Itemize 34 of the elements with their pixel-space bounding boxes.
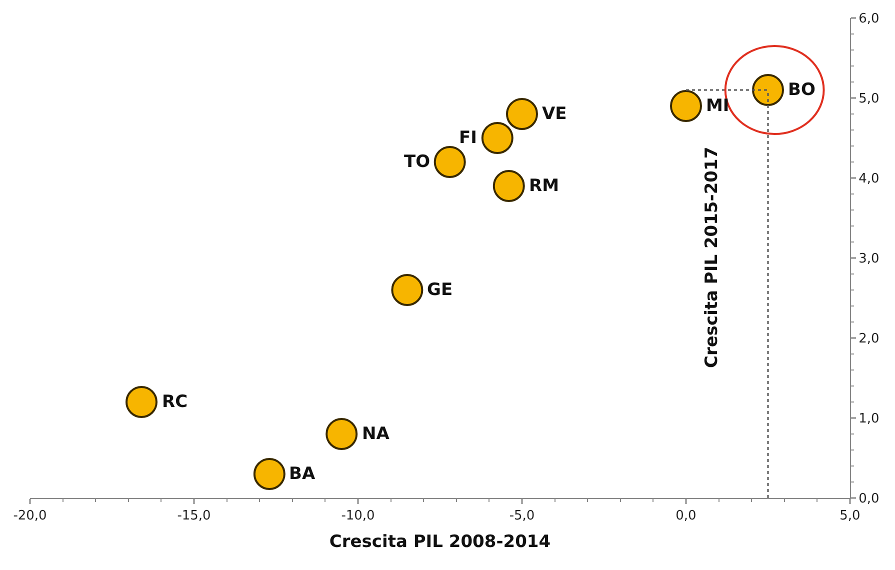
point — [253, 458, 286, 490]
y-tick-label: 2,0 — [858, 332, 880, 347]
annotation: FI — [459, 128, 477, 148]
annotation: BA — [289, 464, 316, 484]
y-tick-label: 0,0 — [858, 492, 880, 507]
x-tick-label: 5,0 — [840, 508, 860, 524]
annotation: RC — [162, 392, 188, 412]
point — [506, 98, 538, 130]
annotation: NA — [362, 424, 390, 444]
point — [434, 146, 466, 178]
x-tick-label: -20,0 — [13, 508, 47, 524]
annotation: BO — [788, 80, 816, 100]
y-axis-title: Crescita PIL 2015-2017 — [702, 146, 722, 368]
point — [481, 122, 514, 154]
point — [492, 170, 525, 202]
point — [670, 90, 702, 122]
annotation: VE — [542, 104, 567, 124]
x-tick-label: 0,0 — [676, 508, 696, 524]
point — [391, 274, 424, 306]
annotation: TO — [404, 152, 430, 172]
y-tick-label: 4,0 — [858, 172, 880, 187]
y-tick-label: 1,0 — [858, 412, 880, 427]
annotation: RM — [529, 176, 560, 196]
y-tick-label: 3,0 — [858, 252, 880, 267]
x-tick-label: -15,0 — [177, 508, 211, 524]
y-tick-label: 5,0 — [858, 92, 880, 107]
x-tick-label: -5,0 — [509, 508, 535, 524]
x-tick-label: -10,0 — [341, 508, 375, 524]
annotation: GE — [427, 280, 453, 300]
point — [126, 386, 158, 418]
annotation: MI — [706, 96, 730, 116]
point — [326, 418, 358, 450]
x-axis-title: Crescita PIL 2008-2014 — [329, 532, 551, 552]
y-tick-label: 6,0 — [858, 12, 880, 27]
